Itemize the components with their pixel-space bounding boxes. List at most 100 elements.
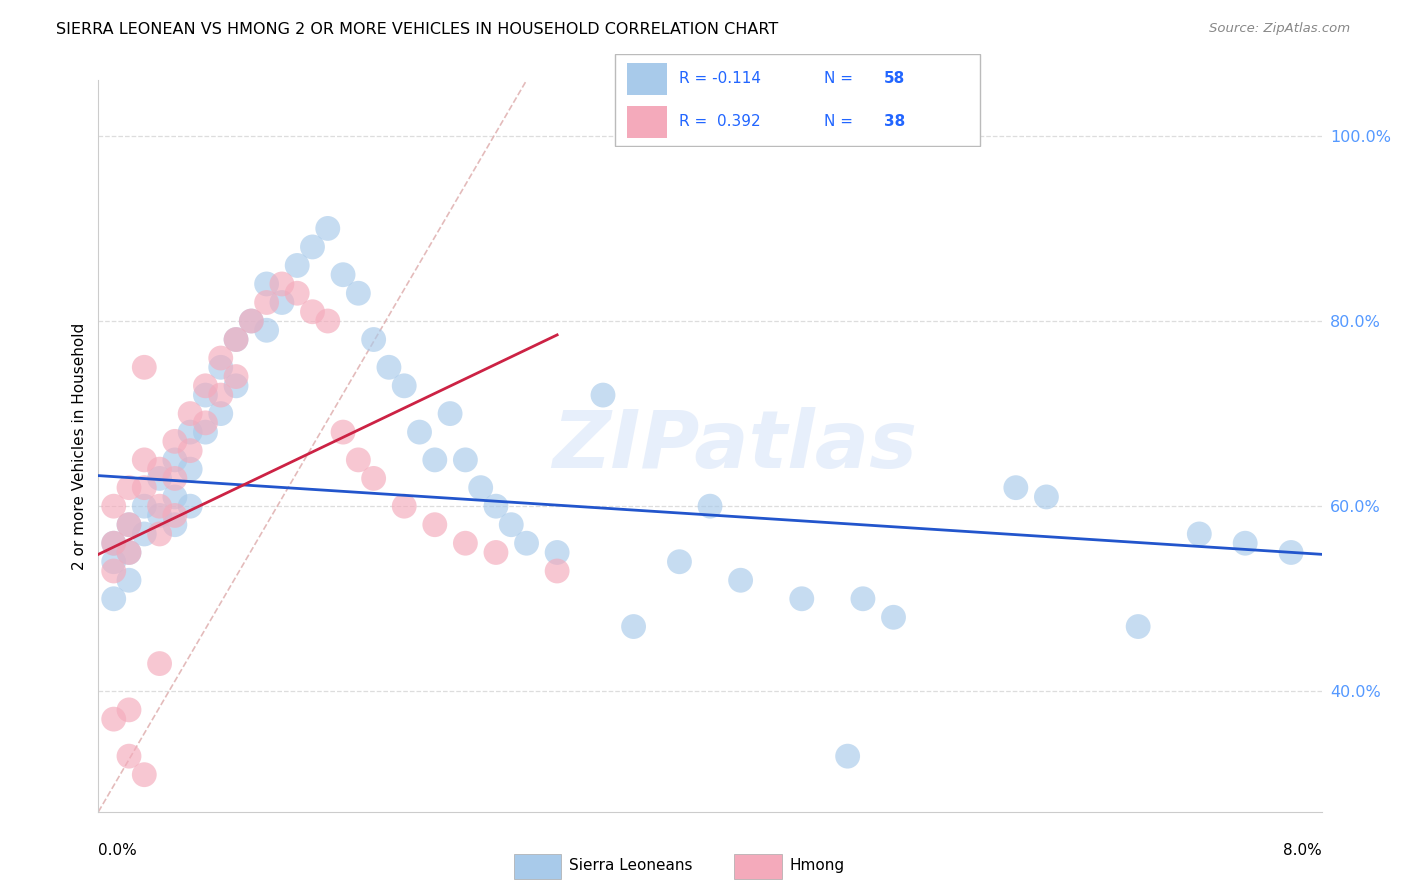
Point	[134, 360, 156, 375]
Point	[179, 499, 201, 513]
Point	[837, 749, 859, 764]
Bar	[627, 63, 668, 95]
Point	[225, 379, 247, 393]
Point	[194, 388, 217, 402]
Point	[103, 536, 125, 550]
Point	[179, 443, 201, 458]
Point	[149, 508, 172, 523]
Point	[256, 295, 278, 310]
Point	[163, 434, 186, 449]
Point	[316, 314, 339, 328]
Point	[439, 407, 461, 421]
Point	[103, 536, 125, 550]
Point	[1234, 536, 1257, 550]
Text: 38: 38	[883, 114, 905, 129]
Point	[149, 499, 172, 513]
Point	[392, 379, 416, 393]
Point	[546, 545, 568, 559]
Point	[332, 268, 354, 282]
Point	[392, 499, 416, 513]
Point	[516, 536, 538, 550]
Point	[668, 555, 690, 569]
Point	[179, 462, 201, 476]
FancyBboxPatch shape	[616, 54, 980, 146]
Point	[118, 703, 141, 717]
Point	[546, 564, 568, 578]
Point	[209, 407, 232, 421]
Point	[118, 545, 141, 559]
Point	[454, 453, 477, 467]
Point	[134, 499, 156, 513]
Point	[103, 555, 125, 569]
Point	[730, 574, 752, 588]
Bar	[627, 106, 668, 138]
Point	[852, 591, 875, 606]
Point	[194, 425, 217, 439]
Point	[470, 481, 492, 495]
Point	[103, 712, 125, 726]
Point	[134, 453, 156, 467]
Point	[270, 295, 294, 310]
Point	[149, 462, 172, 476]
Point	[1128, 619, 1150, 633]
Point	[256, 323, 278, 337]
Point	[209, 351, 232, 365]
Point	[485, 545, 508, 559]
Point	[1188, 527, 1211, 541]
Point	[163, 517, 186, 532]
Point	[301, 240, 323, 254]
Point	[194, 379, 217, 393]
Text: Sierra Leoneans: Sierra Leoneans	[569, 858, 693, 872]
Point	[285, 286, 308, 301]
Point	[1035, 490, 1057, 504]
Text: Hmong: Hmong	[790, 858, 845, 872]
Y-axis label: 2 or more Vehicles in Household: 2 or more Vehicles in Household	[72, 322, 87, 570]
Point	[163, 490, 186, 504]
Point	[316, 221, 339, 235]
Point	[347, 453, 370, 467]
Point	[209, 388, 232, 402]
Point	[149, 527, 172, 541]
Point	[149, 471, 172, 485]
Text: 8.0%: 8.0%	[1282, 843, 1322, 858]
Point	[103, 591, 125, 606]
Point	[118, 574, 141, 588]
Point	[225, 333, 247, 347]
Point	[623, 619, 645, 633]
Point	[163, 508, 186, 523]
Point	[332, 425, 354, 439]
Text: 0.0%: 0.0%	[98, 843, 138, 858]
Point	[149, 657, 172, 671]
Text: R =  0.392: R = 0.392	[679, 114, 761, 129]
Point	[270, 277, 294, 291]
Text: ZIPatlas: ZIPatlas	[553, 407, 917, 485]
Point	[363, 471, 385, 485]
Point	[1004, 481, 1026, 495]
Point	[179, 407, 201, 421]
Point	[118, 517, 141, 532]
Point	[134, 527, 156, 541]
Text: SIERRA LEONEAN VS HMONG 2 OR MORE VEHICLES IN HOUSEHOLD CORRELATION CHART: SIERRA LEONEAN VS HMONG 2 OR MORE VEHICL…	[56, 22, 779, 37]
Point	[423, 517, 446, 532]
Point	[363, 333, 385, 347]
Point	[163, 471, 186, 485]
Point	[118, 517, 141, 532]
Point	[134, 481, 156, 495]
Point	[134, 767, 156, 781]
Point	[256, 277, 278, 291]
Point	[790, 591, 813, 606]
Point	[163, 453, 186, 467]
Point	[501, 517, 523, 532]
Point	[103, 564, 125, 578]
Bar	[734, 855, 782, 879]
Point	[240, 314, 263, 328]
Point	[194, 416, 217, 430]
Text: Source: ZipAtlas.com: Source: ZipAtlas.com	[1209, 22, 1350, 36]
Point	[699, 499, 721, 513]
Text: N =: N =	[824, 71, 858, 87]
Point	[485, 499, 508, 513]
Point	[118, 545, 141, 559]
Point	[301, 304, 323, 318]
Point	[103, 499, 125, 513]
Point	[209, 360, 232, 375]
